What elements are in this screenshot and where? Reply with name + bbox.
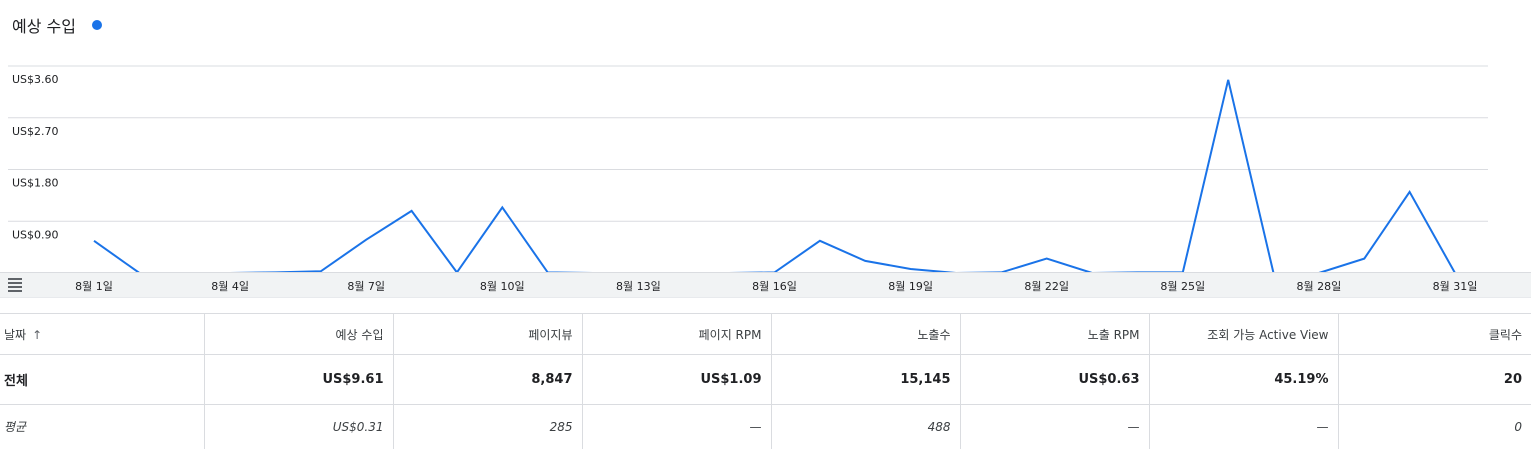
table-header-row: 날짜 ↑ 예상 수입 페이지뷰 페이지 RPM 노출수 노출 RPM 조회 가능 … (0, 313, 1531, 355)
average-label: 평균 (0, 404, 204, 449)
column-header-page-views[interactable]: 페이지뷰 (392, 313, 582, 355)
data-point[interactable] (91, 238, 97, 244)
average-clicks: 0 (1337, 404, 1531, 449)
x-tick-label: 8월 10일 (479, 280, 525, 293)
total-page-views: 8,847 (392, 354, 582, 405)
series-legend-dot[interactable] (91, 20, 102, 30)
x-tick-label: 8월 7일 (347, 280, 386, 293)
average-page-rpm: — (581, 404, 771, 449)
column-header-date[interactable]: 날짜 ↑ (0, 313, 204, 355)
data-point[interactable] (817, 238, 823, 244)
data-point[interactable] (1407, 189, 1413, 195)
x-tick-label: 8월 28일 (1296, 280, 1342, 293)
x-axis-band: 8월 1일 8월 4일 8월 7일 8월 10일 8월 13일 8월 16일 8월 19일 8… (0, 272, 1531, 298)
data-point[interactable] (409, 208, 415, 214)
data-point[interactable] (862, 258, 868, 264)
x-tick-label: 8월 22일 (1024, 280, 1070, 293)
total-impression-rpm: US$0.63 (959, 354, 1149, 405)
total-page-rpm: US$1.09 (581, 354, 771, 405)
total-label: 전체 (0, 354, 204, 405)
average-page-views: 285 (392, 404, 582, 449)
total-clicks: 20 (1337, 354, 1531, 405)
data-point[interactable] (499, 204, 505, 210)
total-active-view: 45.19% (1148, 354, 1338, 405)
average-estimated-earnings: US$0.31 (203, 404, 393, 449)
data-point[interactable] (1361, 256, 1367, 262)
x-tick-label: 8월 1일 (75, 280, 113, 293)
column-header-impression-rpm[interactable]: 노출 RPM (959, 313, 1149, 355)
data-point[interactable] (1044, 256, 1050, 262)
column-header-active-view-viewable[interactable]: 조회 가능 Active View (1148, 313, 1338, 355)
column-header-impressions[interactable]: 노출수 (770, 313, 960, 355)
line-chart: US$0.90 US$1.80 US$2.70 US$3.60 (8, 65, 1488, 275)
series-line-estimated-earnings[interactable] (93, 79, 1456, 275)
sort-ascending-icon[interactable]: ↑ (32, 327, 43, 342)
table-row-total: 전체 US$9.61 8,847 US$1.09 15,145 US$0.63 … (0, 354, 1531, 405)
chart-title: 예상 수입 (12, 17, 76, 36)
average-active-view: — (1148, 404, 1338, 449)
data-point[interactable] (1225, 77, 1231, 83)
y-tick-label: US$3.60 (12, 73, 59, 86)
column-header-estimated-earnings[interactable]: 예상 수입 (203, 313, 393, 355)
column-header-clicks[interactable]: 클릭수 (1337, 313, 1531, 355)
x-tick-label: 8월 13일 (616, 280, 661, 293)
x-tick-label: 8월 4일 (211, 280, 249, 293)
x-tick-label: 8월 25일 (1160, 280, 1206, 293)
column-header-page-rpm[interactable]: 페이지 RPM (581, 313, 771, 355)
average-impression-rpm: — (959, 404, 1149, 449)
total-impressions: 15,145 (770, 354, 960, 405)
chart-title-row: 예상 수입 (12, 13, 102, 37)
menu-icon[interactable] (8, 278, 22, 292)
y-tick-label: US$0.90 (12, 228, 59, 241)
total-estimated-earnings: US$9.61 (203, 354, 393, 405)
y-tick-label: US$1.80 (12, 177, 59, 190)
table-row-average: 평균 US$0.31 285 — 488 — — 0 (0, 404, 1531, 449)
x-tick-label: 8월 31일 (1432, 280, 1478, 293)
data-point[interactable] (363, 237, 369, 243)
report-table: 날짜 ↑ 예상 수입 페이지뷰 페이지 RPM 노출수 노출 RPM 조회 가능 … (0, 313, 1531, 449)
y-tick-label: US$2.70 (12, 125, 59, 138)
x-tick-label: 8월 16일 (752, 280, 797, 293)
x-tick-label: 8월 19일 (888, 280, 933, 293)
average-impressions: 488 (770, 404, 960, 449)
